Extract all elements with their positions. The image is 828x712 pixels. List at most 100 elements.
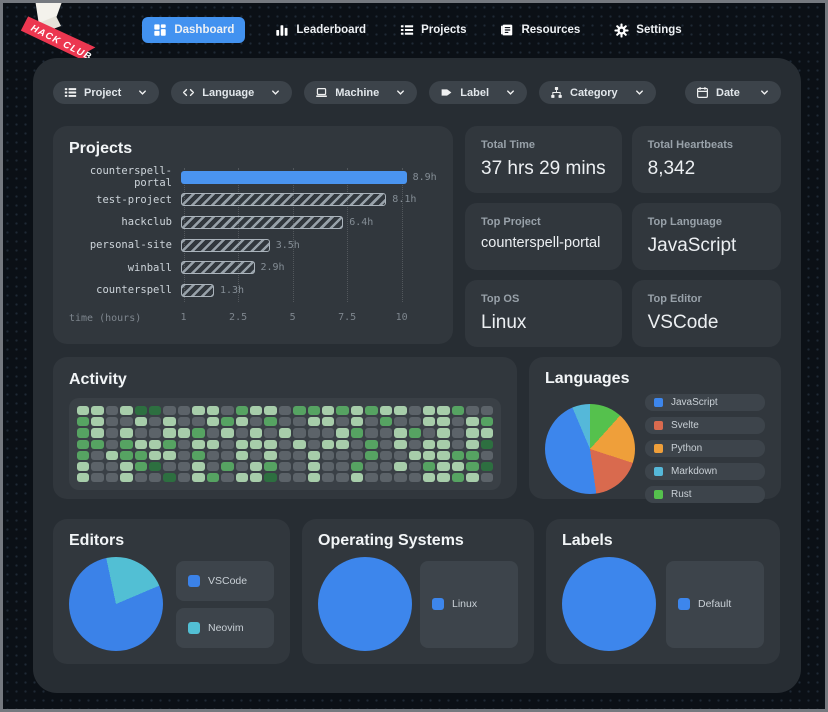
editors-title: Editors xyxy=(69,532,125,549)
heatmap-cell xyxy=(249,428,263,438)
activity-title: Activity xyxy=(69,371,127,388)
projects-axis: time (hours) 1 2.5 5 7.5 10 xyxy=(69,306,437,332)
nav-label: Projects xyxy=(421,24,467,36)
heatmap-cell xyxy=(350,406,364,416)
filter-machine[interactable]: Machine xyxy=(304,81,418,104)
legend-label: Svelte xyxy=(671,420,699,431)
heatmap-cell xyxy=(77,428,90,438)
heatmap-cell xyxy=(451,428,465,438)
heatmap-cell xyxy=(437,461,450,472)
legend-label: Markdown xyxy=(671,466,718,477)
nav-item-resources[interactable]: Resources xyxy=(496,17,584,43)
heatmap-cell xyxy=(91,417,104,427)
legend-item-Markdown[interactable]: Markdown xyxy=(645,463,765,480)
legend-swatch xyxy=(654,444,663,453)
chevron-down-icon xyxy=(395,87,406,98)
heatmap-cell xyxy=(221,450,234,460)
heatmap-cell xyxy=(264,417,277,427)
heatmap-cell xyxy=(206,428,220,438)
stat-total-time: Total Time 37 hrs 29 mins xyxy=(465,126,622,193)
heatmap-cell xyxy=(120,450,133,460)
filter-language[interactable]: Language xyxy=(171,81,293,104)
gridline xyxy=(183,168,185,302)
nav-item-settings[interactable]: Settings xyxy=(610,17,685,44)
heatmap-cell xyxy=(249,473,263,483)
heatmap-cell xyxy=(177,461,191,472)
heatmap-cell xyxy=(278,417,292,427)
nav-item-dashboard[interactable]: Dashboard xyxy=(142,17,246,43)
filter-date[interactable]: Date xyxy=(685,81,781,104)
code-icon xyxy=(182,86,195,99)
chevron-down-icon xyxy=(137,87,148,98)
activity-card: Activity xyxy=(53,357,517,499)
heatmap-cell xyxy=(451,461,465,472)
heatmap-cell xyxy=(350,439,364,449)
gridline xyxy=(292,168,294,302)
heatmap-cell xyxy=(437,406,450,416)
heatmap-cell xyxy=(278,406,292,416)
legend-item-Svelte[interactable]: Svelte xyxy=(645,417,765,434)
heatmap-cell xyxy=(336,439,349,449)
heatmap-cell xyxy=(307,450,321,460)
heatmap-cell xyxy=(105,450,119,460)
heatmap-cell xyxy=(322,417,335,427)
heatmap-cell xyxy=(91,473,104,483)
heatmap-cell xyxy=(350,450,364,460)
row-editors-os-labels: Editors VSCode Neovim Operating Systems L… xyxy=(53,519,781,664)
heatmap-cell xyxy=(336,473,349,483)
heatmap-cell xyxy=(77,439,90,449)
stat-label: Top Editor xyxy=(647,293,702,305)
heatmap-cell xyxy=(177,406,191,416)
gridline xyxy=(238,168,240,302)
heatmap-cell xyxy=(408,428,421,438)
heatmap-cell xyxy=(350,428,364,438)
filter-row: Project Language Machine Label Category xyxy=(53,81,781,104)
heatmap-cell xyxy=(235,450,248,460)
bar-category-label: personal-site xyxy=(89,239,172,252)
heatmap-cell xyxy=(422,450,436,460)
heatmap-cell xyxy=(379,473,393,483)
legend-item-Rust[interactable]: Rust xyxy=(645,486,765,503)
heatmap-cell xyxy=(293,428,306,438)
filter-category[interactable]: Category xyxy=(539,81,656,104)
nav-item-projects[interactable]: Projects xyxy=(396,17,470,43)
heatmap-cell xyxy=(278,439,292,449)
hack-club-logo[interactable]: HACK CLUB xyxy=(9,3,109,66)
stat-label: Top Language xyxy=(647,216,722,228)
heatmap-cell xyxy=(163,439,176,449)
filter-project[interactable]: Project xyxy=(53,81,160,104)
bar-counterspell-portal xyxy=(181,170,407,184)
heatmap-cell xyxy=(379,450,393,460)
heatmap-cell xyxy=(120,461,133,472)
labels-pie-chart xyxy=(562,557,656,651)
heatmap-cell xyxy=(480,428,493,438)
heatmap-cell xyxy=(264,461,277,472)
row-activity-languages: Activity Languages JavaScript Svelte Pytho… xyxy=(53,357,781,503)
heatmap-cell xyxy=(120,428,133,438)
legend-item-Python[interactable]: Python xyxy=(645,440,765,457)
nav-item-leaderboard[interactable]: Leaderboard xyxy=(271,17,370,43)
labels-legend: Default xyxy=(666,560,764,648)
legend-swatch xyxy=(678,598,690,610)
heatmap-cell xyxy=(192,473,205,483)
heatmap-cell xyxy=(177,450,191,460)
filter-label: Date xyxy=(716,86,740,99)
legend-item-JavaScript[interactable]: JavaScript xyxy=(645,394,765,411)
tag-icon xyxy=(440,86,453,99)
heatmap-cell xyxy=(451,473,465,483)
heatmap-cell xyxy=(422,439,436,449)
heatmap-cell xyxy=(264,450,277,460)
heatmap-cell xyxy=(249,439,263,449)
heatmap-cell xyxy=(134,439,148,449)
heatmap-cell xyxy=(134,473,148,483)
filter-label[interactable]: Label xyxy=(429,81,527,104)
heatmap-cell xyxy=(322,473,335,483)
heatmap-cell xyxy=(379,406,393,416)
heatmap-cell xyxy=(394,406,407,416)
bar-wrap: 1.3h xyxy=(181,283,437,297)
stat-label: Total Heartbeats xyxy=(647,139,733,151)
legend-label: Default xyxy=(698,598,732,610)
heatmap-cell xyxy=(394,428,407,438)
legend-item-VSCode[interactable]: VSCode xyxy=(176,560,274,601)
legend-item-Neovim[interactable]: Neovim xyxy=(176,607,274,648)
